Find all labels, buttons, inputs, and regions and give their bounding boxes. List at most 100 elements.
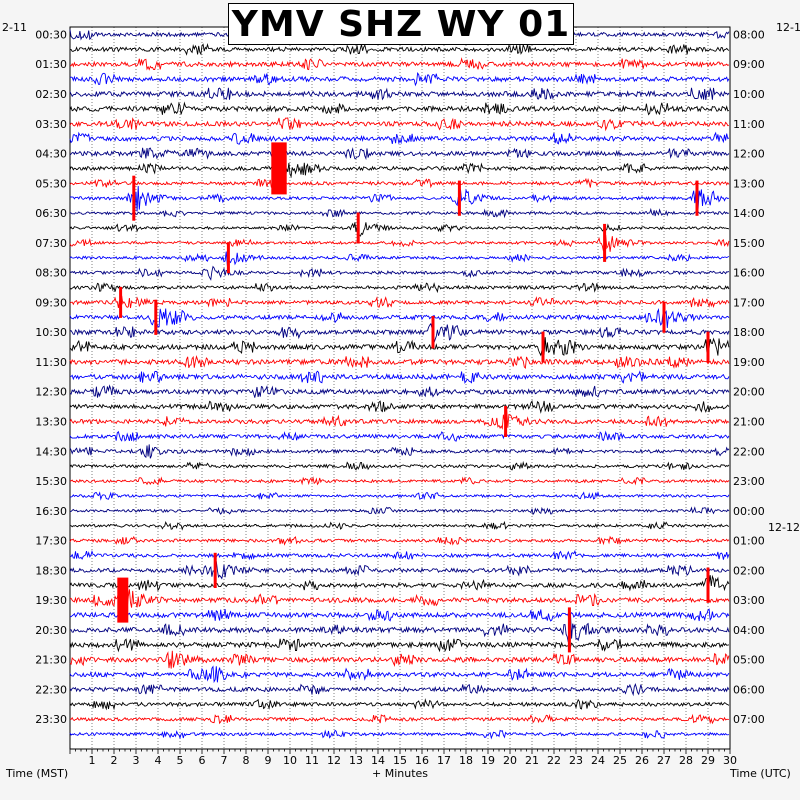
left-time-label: 04:30	[35, 148, 67, 161]
x-tick-label: 7	[221, 754, 228, 767]
seismic-events	[117, 142, 710, 653]
right-time-label: 03:00	[733, 594, 765, 607]
left-time-label: 06:30	[35, 207, 67, 220]
x-tick-label: 26	[635, 754, 649, 767]
x-tick-label: 13	[349, 754, 363, 767]
trace-line	[69, 535, 730, 546]
clipped-event-marker	[541, 331, 545, 363]
x-tick-label: 29	[701, 754, 715, 767]
x-tick-label: 28	[679, 754, 693, 767]
x-tick-label: 30	[723, 754, 737, 767]
trace-line	[69, 491, 730, 501]
trace-line	[69, 400, 730, 414]
trace-line	[69, 355, 730, 369]
trace-line	[69, 476, 730, 486]
trace-line	[69, 322, 730, 344]
right-time-label: 22:00	[733, 445, 765, 458]
clipped-event-marker	[603, 223, 607, 262]
clipped-event-marker	[119, 286, 123, 318]
right-time-label: 23:00	[733, 475, 765, 488]
trace-line	[69, 57, 730, 71]
left-time-label: 22:30	[35, 683, 67, 696]
trace-line	[69, 460, 730, 471]
clipped-event-marker	[132, 175, 136, 221]
right-date-label: 12-1	[776, 21, 800, 34]
clipped-event-marker	[117, 577, 129, 623]
x-tick-label: 6	[199, 754, 206, 767]
trace-line	[69, 589, 730, 613]
right-time-label: 04:00	[733, 624, 765, 637]
trace-line	[69, 370, 730, 384]
trace-line	[69, 177, 730, 189]
trace-line	[69, 713, 729, 725]
left-time-label: 08:30	[35, 267, 67, 280]
x-tick-label: 25	[613, 754, 627, 767]
left-time-label: 13:30	[35, 415, 67, 428]
left-time-label: 10:30	[35, 326, 67, 339]
x-tick-label: 2	[111, 754, 118, 767]
right-time-label: 19:00	[733, 356, 765, 369]
right-time-label: 20:00	[733, 386, 765, 399]
trace-line	[69, 561, 730, 580]
clipped-event-marker	[154, 299, 158, 335]
x-tick-label: 1	[89, 754, 96, 767]
right-date-mid-label: 12-12	[768, 521, 800, 534]
trace-line	[69, 235, 730, 252]
trace-line	[69, 650, 730, 669]
left-date-label: 2-11	[2, 21, 27, 34]
clipped-event-marker	[706, 331, 710, 363]
clipped-event-marker	[567, 607, 571, 653]
left-time-ticks: 00:30 01:30 02:30 03:30 04:30 05:30 06:30 07:30…	[35, 28, 67, 726]
trace-line	[69, 282, 730, 294]
x-tick-label: 23	[569, 754, 583, 767]
clipped-event-marker	[504, 406, 508, 437]
left-time-label: 00:30	[35, 28, 67, 41]
clipped-event-marker	[662, 301, 666, 333]
right-time-label: 01:00	[733, 535, 765, 548]
left-time-label: 21:30	[35, 654, 67, 667]
seismic-traces	[69, 28, 730, 740]
left-time-label: 17:30	[35, 535, 67, 548]
trace-line	[69, 131, 730, 145]
x-tick-label: 8	[243, 754, 250, 767]
trace-line	[69, 549, 730, 561]
x-tick-label: 12	[327, 754, 341, 767]
clipped-event-marker	[271, 142, 287, 195]
x-tick-label: 17	[437, 754, 451, 767]
left-time-label: 09:30	[35, 296, 67, 309]
left-time-label: 12:30	[35, 386, 67, 399]
left-time-label: 11:30	[35, 356, 67, 369]
left-time-label: 07:30	[35, 237, 67, 250]
left-time-label: 23:30	[35, 713, 67, 726]
trace-line	[69, 251, 730, 266]
trace-line	[69, 574, 730, 594]
clipped-event-marker	[226, 242, 230, 274]
x-axis-center-label: + Minutes	[372, 767, 429, 780]
left-time-label: 14:30	[35, 445, 67, 458]
clipped-event-marker	[356, 212, 360, 244]
x-tick-label: 20	[503, 754, 517, 767]
right-time-label: 16:00	[733, 267, 765, 280]
left-time-label: 02:30	[35, 88, 67, 101]
left-time-label: 18:30	[35, 564, 67, 577]
right-time-label: 06:00	[733, 683, 765, 696]
x-tick-label: 16	[415, 754, 429, 767]
left-time-label: 15:30	[35, 475, 67, 488]
trace-line	[69, 408, 730, 430]
right-time-label: 02:00	[733, 564, 765, 577]
right-time-label: 18:00	[733, 326, 765, 339]
left-time-label: 03:30	[35, 118, 67, 131]
trace-line	[70, 520, 730, 531]
x-tick-label: 11	[305, 754, 319, 767]
x-tick-label: 9	[265, 754, 272, 767]
trace-line	[69, 444, 730, 459]
right-time-ticks: 08:00 09:00 10:00 11:00 12:00 13:00 14:00 15:00…	[733, 28, 765, 726]
x-tick-label: 22	[547, 754, 561, 767]
right-time-label: 00:00	[733, 505, 765, 518]
right-time-label: 11:00	[733, 118, 765, 131]
x-tick-label: 4	[155, 754, 162, 767]
trace-line	[69, 72, 730, 87]
left-time-label: 16:30	[35, 505, 67, 518]
right-time-label: 07:00	[733, 713, 765, 726]
